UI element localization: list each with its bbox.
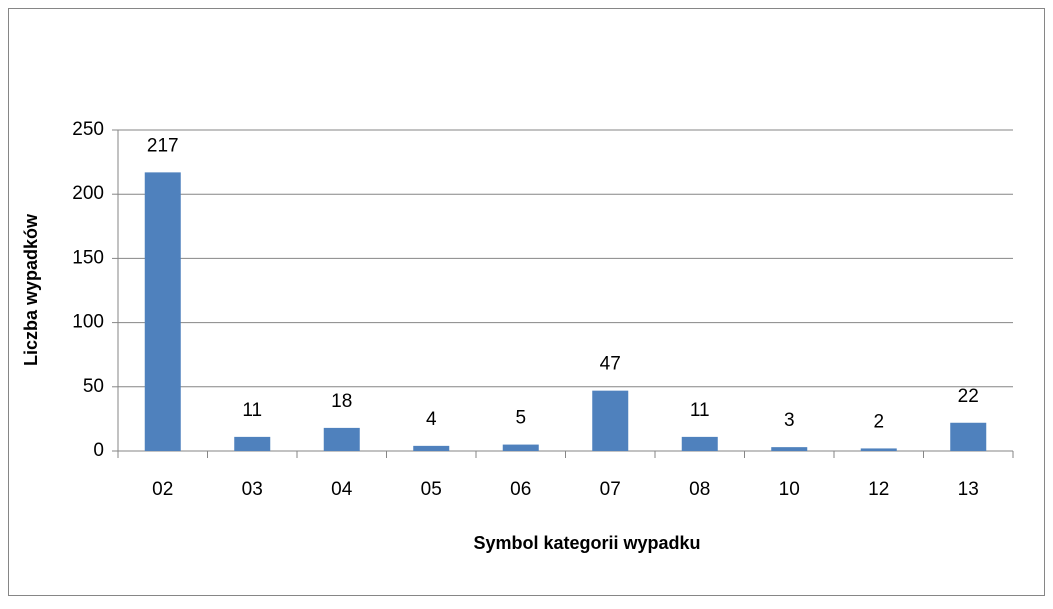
- data-label: 3: [784, 410, 795, 431]
- bar: [681, 436, 718, 451]
- x-axis-title: Symbol kategorii wypadku: [473, 533, 700, 553]
- x-tick-label: 07: [600, 479, 621, 500]
- y-tick-label: 250: [72, 119, 104, 140]
- x-tick-label: 10: [779, 479, 800, 500]
- data-label: 47: [600, 354, 621, 375]
- bar: [950, 422, 987, 451]
- x-tick-label: 03: [242, 479, 263, 500]
- y-tick-label: 150: [72, 247, 104, 268]
- x-tick-label: 08: [689, 479, 710, 500]
- bar: [323, 427, 360, 451]
- y-tick-label: 200: [72, 183, 104, 204]
- data-label: 11: [690, 400, 710, 421]
- x-tick-label: 02: [152, 479, 173, 500]
- chart-border: [8, 8, 1045, 596]
- bar: [234, 436, 271, 451]
- data-label: 11: [242, 400, 262, 421]
- bar: [144, 172, 181, 451]
- bar: [413, 445, 450, 451]
- data-label: 217: [147, 135, 179, 156]
- x-tick-label: 05: [421, 479, 442, 500]
- data-label: 2: [873, 411, 884, 432]
- data-label: 5: [515, 408, 526, 429]
- y-tick-label: 100: [72, 312, 104, 333]
- bar: [502, 444, 539, 451]
- y-axis-title: Liczba wypadków: [21, 213, 41, 366]
- bar: [592, 390, 629, 451]
- data-label: 22: [958, 386, 979, 407]
- y-tick-label: 0: [93, 440, 104, 461]
- x-tick-label: 13: [958, 479, 979, 500]
- data-label: 18: [331, 391, 352, 412]
- x-tick-label: 04: [331, 479, 353, 500]
- bar: [771, 447, 808, 451]
- y-tick-label: 50: [83, 376, 104, 397]
- x-tick-label: 06: [510, 479, 531, 500]
- bar: [860, 448, 897, 451]
- data-label: 4: [426, 409, 437, 430]
- x-tick-label: 12: [868, 479, 889, 500]
